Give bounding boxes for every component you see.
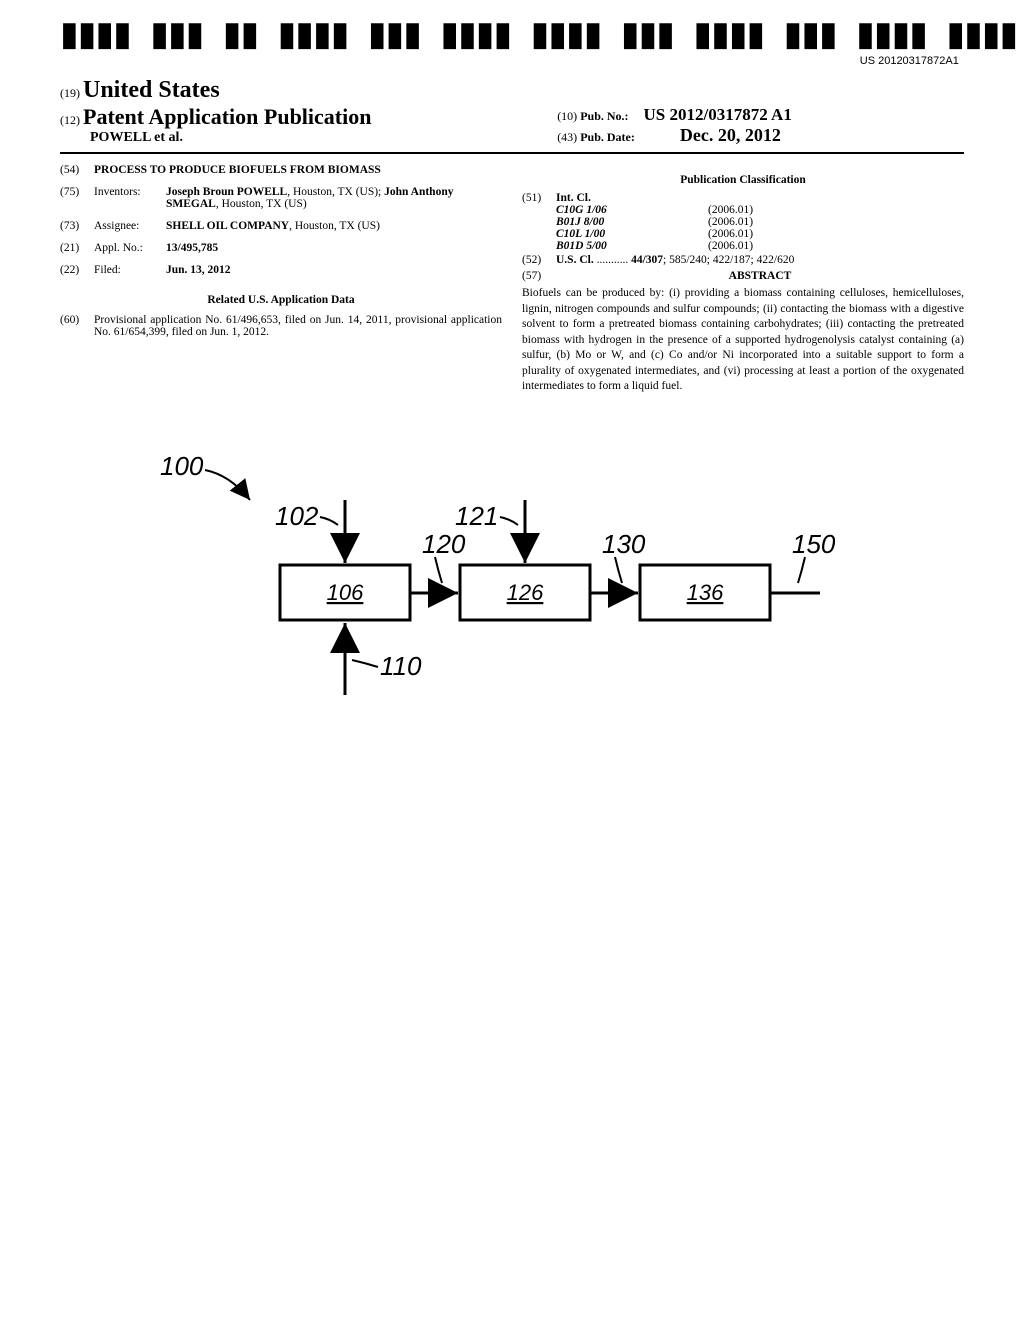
pub-no: US 2012/0317872 A1 xyxy=(644,105,792,124)
intcl-item-1: B01J 8/00 (2006.01) xyxy=(556,216,964,228)
intcl-label: Int. Cl. xyxy=(556,192,964,204)
uscl-row: (52) U.S. Cl. ........... 44/307; 585/24… xyxy=(522,254,964,266)
pub-date-code: (43) xyxy=(557,130,577,144)
lead-102 xyxy=(320,517,338,525)
abstract-heading-row: (57) ABSTRACT xyxy=(522,270,964,282)
intcl-code-1: B01J 8/00 xyxy=(556,216,648,228)
box-126-label: 126 xyxy=(507,580,544,605)
assignee-label: Assignee: xyxy=(94,220,166,232)
lead-110 xyxy=(352,660,378,667)
country-code: (19) xyxy=(60,86,80,100)
pub-no-line: (10) Pub. No.: US 2012/0317872 A1 xyxy=(557,105,964,125)
inventors-row: (75) Inventors: Joseph Broun POWELL, Hou… xyxy=(60,186,502,210)
pub-date-label: Pub. Date: xyxy=(580,130,635,144)
inventors-label: Inventors: xyxy=(94,186,166,198)
intcl-item-3: B01D 5/00 (2006.01) xyxy=(556,240,964,252)
filed-label: Filed: xyxy=(94,264,166,276)
inventors: Joseph Broun POWELL, Houston, TX (US); J… xyxy=(166,186,502,210)
uscl-value-block: U.S. Cl. ........... 44/307; 585/240; 42… xyxy=(556,254,964,266)
assignee-row: (73) Assignee: SHELL OIL COMPANY, Housto… xyxy=(60,220,502,232)
flow-diagram: 100 102 121 106 120 126 130 136 150 xyxy=(60,445,964,745)
intcl-year-0: (2006.01) xyxy=(648,204,964,216)
abstract-code: (57) xyxy=(522,270,556,282)
appl-no: 13/495,785 xyxy=(166,242,502,254)
provisional-code: (60) xyxy=(60,314,94,326)
intcl-item-0: C10G 1/06 (2006.01) xyxy=(556,204,964,216)
barcode-region: ▮▮▮▮ ▮▮▮ ▮▮ ▮▮▮▮ ▮▮▮ ▮▮▮▮ ▮▮▮▮ ▮▮▮ ▮▮▮▮ … xyxy=(60,20,964,69)
lead-130 xyxy=(615,557,622,583)
pub-type-code: (12) xyxy=(60,113,80,127)
intcl-block: Int. Cl. C10G 1/06 (2006.01) B01J 8/00 (… xyxy=(556,192,964,252)
provisional-row: (60) Provisional application No. 61/496,… xyxy=(60,314,502,338)
ref-121: 121 xyxy=(455,501,498,531)
body-columns: (54) PROCESS TO PRODUCE BIOFUELS FROM BI… xyxy=(60,164,964,395)
abstract-text: Biofuels can be produced by: (i) providi… xyxy=(522,286,964,395)
right-column: Publication Classification (51) Int. Cl.… xyxy=(522,164,964,395)
filed-date: Jun. 13, 2012 xyxy=(166,264,502,276)
ref-102: 102 xyxy=(275,501,319,531)
appl-label: Appl. No.: xyxy=(94,242,166,254)
header-right: (10) Pub. No.: US 2012/0317872 A1 (43) P… xyxy=(557,77,964,146)
pub-type-line: (12) Patent Application Publication xyxy=(60,104,557,130)
intcl-year-3: (2006.01) xyxy=(648,240,964,252)
assignee: SHELL OIL COMPANY, Houston, TX (US) xyxy=(166,220,502,232)
intcl-year-2: (2006.01) xyxy=(648,228,964,240)
pub-date-line: (43) Pub. Date: Dec. 20, 2012 xyxy=(557,125,964,146)
intcl-code-3: B01D 5/00 xyxy=(556,240,648,252)
authors: POWELL et al. xyxy=(60,130,557,146)
barcode: ▮▮▮▮ ▮▮▮ ▮▮ ▮▮▮▮ ▮▮▮ ▮▮▮▮ ▮▮▮▮ ▮▮▮ ▮▮▮▮ … xyxy=(60,20,1024,67)
diagram-svg: 100 102 121 106 120 126 130 136 150 xyxy=(120,445,900,725)
appl-row: (21) Appl. No.: 13/495,785 xyxy=(60,242,502,254)
lead-121 xyxy=(500,517,518,525)
lead-120 xyxy=(435,557,442,583)
barcode-text: US 20120317872A1 xyxy=(60,55,1024,67)
appl-code: (21) xyxy=(60,242,94,254)
ref-120: 120 xyxy=(422,529,466,559)
country-line: (19) United States xyxy=(60,77,557,104)
header: (19) United States (12) Patent Applicati… xyxy=(60,77,964,146)
barcode-bars: ▮▮▮▮ ▮▮▮ ▮▮ ▮▮▮▮ ▮▮▮ ▮▮▮▮ ▮▮▮▮ ▮▮▮ ▮▮▮▮ … xyxy=(60,20,1024,54)
intcl-code-2: C10L 1/00 xyxy=(556,228,648,240)
pub-date: Dec. 20, 2012 xyxy=(680,125,781,145)
pub-type: Patent Application Publication xyxy=(83,104,371,129)
provisional: Provisional application No. 61/496,653, … xyxy=(94,314,502,338)
country-name: United States xyxy=(83,77,220,103)
title: PROCESS TO PRODUCE BIOFUELS FROM BIOMASS xyxy=(94,164,502,176)
intcl-year-1: (2006.01) xyxy=(648,216,964,228)
intcl-code-0: C10G 1/06 xyxy=(556,204,648,216)
lead-150 xyxy=(798,557,805,583)
abstract-label: ABSTRACT xyxy=(556,270,964,282)
ref-130: 130 xyxy=(602,529,646,559)
uscl-code: (52) xyxy=(522,254,556,266)
box-136-label: 136 xyxy=(687,580,724,605)
pub-no-code: (10) xyxy=(557,109,577,123)
ref-110: 110 xyxy=(380,651,422,681)
assignee-code: (73) xyxy=(60,220,94,232)
ref-150: 150 xyxy=(792,529,836,559)
intcl-item-2: C10L 1/00 (2006.01) xyxy=(556,228,964,240)
pub-no-label: Pub. No.: xyxy=(580,109,628,123)
intcl-row: (51) Int. Cl. C10G 1/06 (2006.01) B01J 8… xyxy=(522,192,964,252)
box-106-label: 106 xyxy=(327,580,364,605)
intcl-code: (51) xyxy=(522,192,556,204)
title-row: (54) PROCESS TO PRODUCE BIOFUELS FROM BI… xyxy=(60,164,502,176)
filed-row: (22) Filed: Jun. 13, 2012 xyxy=(60,264,502,276)
left-column: (54) PROCESS TO PRODUCE BIOFUELS FROM BI… xyxy=(60,164,502,395)
title-code: (54) xyxy=(60,164,94,176)
header-rule xyxy=(60,152,964,154)
uscl-dots: ........... xyxy=(597,254,632,266)
related-heading: Related U.S. Application Data xyxy=(60,294,502,306)
ref-100: 100 xyxy=(160,451,204,481)
inventors-code: (75) xyxy=(60,186,94,198)
classification-heading: Publication Classification xyxy=(522,174,964,186)
filed-code: (22) xyxy=(60,264,94,276)
arrow-100 xyxy=(205,470,250,500)
uscl-label: U.S. Cl. xyxy=(556,254,594,266)
header-left: (19) United States (12) Patent Applicati… xyxy=(60,77,557,146)
